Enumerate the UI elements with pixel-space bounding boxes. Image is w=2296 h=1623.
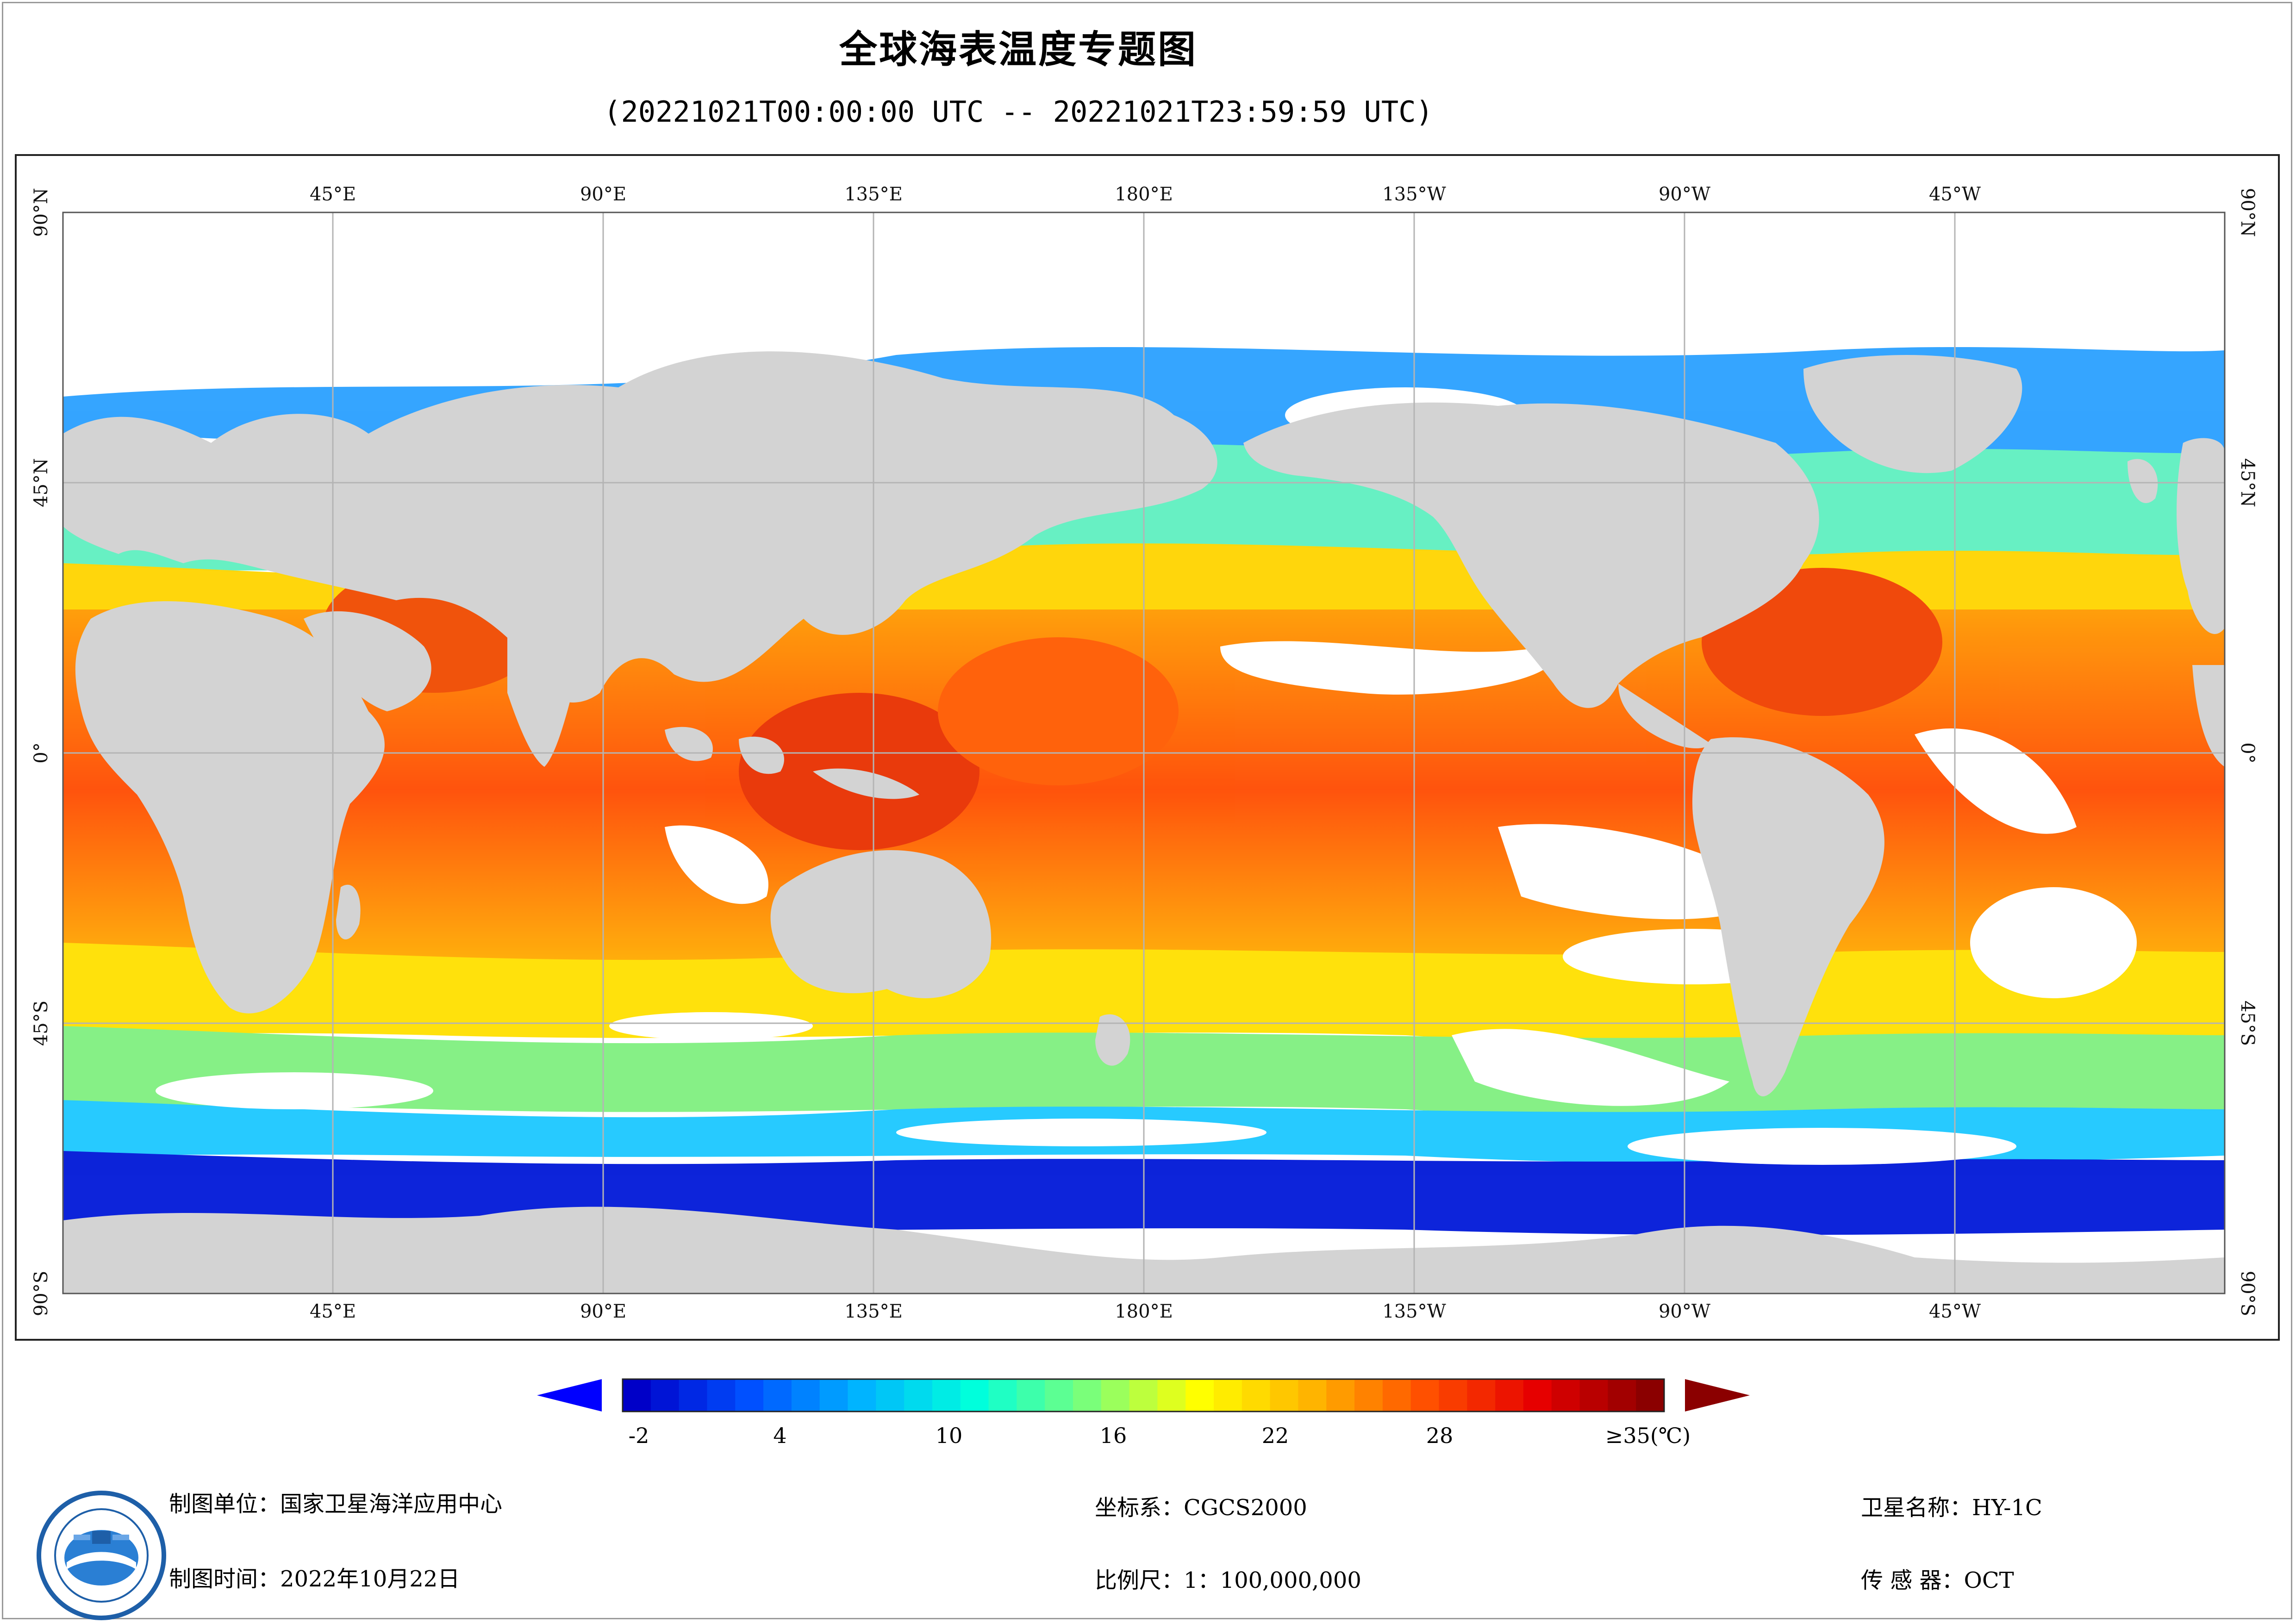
sst-map: 45°E 90°E 135°E 180°E 135°W 90°W 45°W 45… [31, 184, 2258, 1322]
lon-label: 135°W [1382, 184, 1446, 205]
map-frame: 45°E 90°E 135°E 180°E 135°W 90°W 45°W 45… [15, 154, 2280, 1341]
lon-label: 45°E [310, 1301, 356, 1322]
colorbar-cell [1579, 1379, 1609, 1412]
lon-label: 45°W [1929, 1301, 1981, 1322]
colorbar-tick-label: ≥35(℃) [1605, 1423, 1691, 1448]
colorbar-cell [1242, 1379, 1271, 1412]
map-title: 全球海表温度专题图 [839, 28, 1198, 72]
colorbar-cell [988, 1379, 1017, 1412]
right-lat-labels: 90°N 45°N 0° 45°S 90°S [2237, 188, 2258, 1316]
colorbar-cell [1410, 1379, 1440, 1412]
colorbar-cell [1551, 1379, 1580, 1412]
colorbar-cell [650, 1379, 680, 1412]
lat-label: 45°S [31, 1001, 52, 1046]
nsoas-emblem-icon [37, 1491, 166, 1620]
colorbar-outline [622, 1378, 1665, 1412]
colorbar-cell [735, 1379, 764, 1412]
colorbar-cell [1382, 1379, 1411, 1412]
colorbar-cell [960, 1379, 989, 1412]
map-date-label: 制图时间：2022年10月22日 [169, 1566, 460, 1592]
colorbar-tick-label: 28 [1426, 1423, 1454, 1448]
colorbar-under-arrow [537, 1379, 602, 1412]
colorbar-cell [1073, 1379, 1102, 1412]
map-inner-frame [62, 211, 2226, 1294]
lon-label: 45°E [310, 184, 356, 205]
lat-label: 0° [31, 742, 52, 763]
colorbar-cell [819, 1379, 849, 1412]
colorbar-tick-label: 10 [935, 1423, 963, 1448]
colorbar-cell [1157, 1379, 1186, 1412]
colorbar-svg [537, 1378, 1750, 1412]
satellite-label: 卫星名称：HY-1C [1861, 1495, 2042, 1521]
colorbar-cell [1354, 1379, 1383, 1412]
lon-label: 90°E [580, 184, 626, 205]
temperature-colorbar: -2 4 10 16 22 28 ≥35(℃) [537, 1370, 1750, 1462]
colorbar-cells [623, 1379, 1665, 1412]
colorbar-over-arrow [1685, 1379, 1750, 1412]
colorbar-cell [791, 1379, 820, 1412]
lon-label: 135°E [844, 1301, 903, 1322]
colorbar-cell [1270, 1379, 1299, 1412]
colorbar-tick-label: -2 [628, 1423, 649, 1448]
graticule [63, 212, 2225, 1293]
colorbar-cell [1636, 1379, 1665, 1412]
colorbar-tick-label: 4 [773, 1423, 787, 1448]
lat-label: 90°N [31, 188, 52, 237]
crs-label: 坐标系：CGCS2000 [1095, 1495, 1307, 1521]
colorbar-cell [1045, 1379, 1073, 1412]
scale-label: 比例尺：1：100,000,000 [1095, 1567, 1361, 1593]
colorbar-cell [1326, 1379, 1355, 1412]
colorbar-cell [932, 1379, 961, 1412]
colorbar-cell [1467, 1379, 1496, 1412]
colorbar-cell [1523, 1379, 1552, 1412]
colorbar-cell [679, 1379, 708, 1412]
left-lat-labels: 90°N 45°N 0° 45°S 90°S [31, 188, 52, 1316]
lat-label: 45°N [31, 458, 52, 507]
lon-label: 135°E [844, 184, 903, 205]
lon-label: 180°E [1115, 184, 1173, 205]
lat-label: 90°S [2237, 1271, 2258, 1316]
lon-label: 90°W [1659, 184, 1710, 205]
lon-label: 45°W [1929, 184, 1981, 205]
lat-label: 0° [2237, 742, 2258, 763]
producer-label: 制图单位：国家卫星海洋应用中心 [169, 1491, 503, 1517]
colorbar-tick-label: 22 [1261, 1423, 1289, 1448]
colorbar-cell [763, 1379, 792, 1412]
colorbar-cell [1185, 1379, 1215, 1412]
bottom-lon-labels: 45°E 90°E 135°E 180°E 135°W 90°W 45°W [310, 1301, 1981, 1322]
lon-label: 135°W [1382, 1301, 1446, 1322]
time-range-subtitle: (20221021T00:00:00 UTC -- 20221021T23:59… [604, 95, 1433, 129]
lon-label: 180°E [1115, 1301, 1173, 1322]
sensor-label: 传 感 器：OCT [1861, 1567, 2014, 1593]
colorbar-cell [1129, 1379, 1158, 1412]
colorbar-cell [1608, 1379, 1637, 1412]
top-lon-labels: 45°E 90°E 135°E 180°E 135°W 90°W 45°W [310, 184, 1981, 205]
lat-label: 90°N [2237, 188, 2258, 237]
lat-label: 90°S [31, 1271, 52, 1316]
colorbar-cell [1101, 1379, 1130, 1412]
colorbar-cell [1439, 1379, 1468, 1412]
lon-label: 90°W [1659, 1301, 1710, 1322]
colorbar-cell [623, 1379, 651, 1412]
lon-label: 90°E [580, 1301, 626, 1322]
colorbar-cell [1214, 1379, 1242, 1412]
colorbar-cell [904, 1379, 933, 1412]
lat-label: 45°S [2237, 1001, 2258, 1046]
colorbar-cell [1298, 1379, 1327, 1412]
colorbar-cell [1495, 1379, 1524, 1412]
lat-label: 45°N [2237, 458, 2258, 507]
colorbar-cell [876, 1379, 905, 1412]
colorbar-cell [1017, 1379, 1046, 1412]
colorbar-cell [848, 1379, 877, 1412]
colorbar-cell [707, 1379, 736, 1412]
colorbar-tick-label: 16 [1099, 1423, 1127, 1448]
